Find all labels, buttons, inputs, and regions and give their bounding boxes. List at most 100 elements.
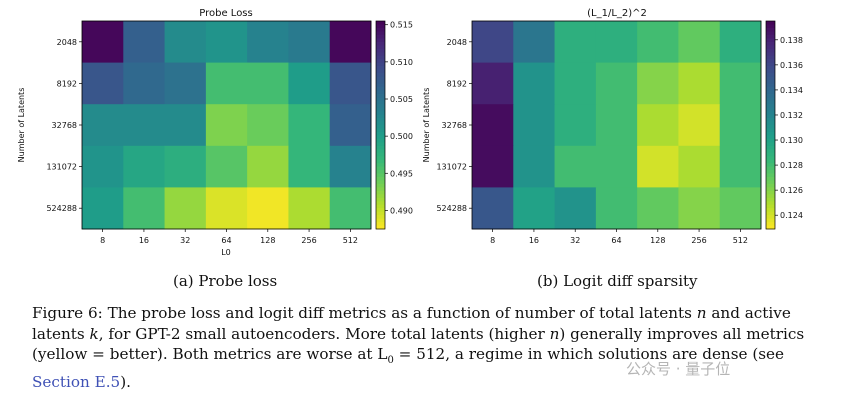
x-tick-label: 128 [260,236,275,245]
watermark-text: 公众号 · 量子位 [626,360,731,378]
colorbar-segment [766,135,775,140]
colorbar-segment [766,201,775,206]
heatmap-cell [595,104,638,147]
colorbar-segment [376,152,385,157]
colorbar-segment [766,215,775,219]
section-link[interactable]: Section E.5 [32,372,121,391]
colorbar-segment [766,125,775,129]
logit-diff-sparsity-chart: (L_1/L_2)^2 8 16 32 64 128 256 512 2048 8192 327… [422,8,803,245]
colorbar-tick-label: 0.490 [390,206,413,215]
heatmap-cell [554,62,597,105]
colorbar-segment [376,21,385,25]
x-tick-label: 256 [301,236,316,245]
heatmap-cell [513,21,555,63]
heatmap-cell [82,187,124,230]
heatmap-cell [288,104,331,147]
colorbar-segment [376,218,385,223]
colorbar-tick-label: 0.128 [780,161,803,170]
heatmap-cell [288,21,331,63]
colorbar-segment [766,73,775,77]
colorbar-segment [766,131,775,136]
colorbar-segment [766,211,775,216]
x-tick-label: 64 [611,236,621,245]
colorbar-segment [766,208,775,213]
colorbar-segment [766,111,775,115]
heatmap-cell [123,187,165,230]
colorbar-segment [376,170,385,174]
heatmap-cell [472,145,514,188]
heatmap-cell [719,21,762,63]
heatmap-cell [513,104,555,147]
colorbar-segment [376,31,385,36]
colorbar-segment [376,204,385,209]
probe-loss-y-ticks: 2048 8192 32768 131072 524288 [46,38,82,213]
colorbar-segment [376,52,385,57]
caption-subscript: 0 [387,355,394,367]
colorbar-segment [376,45,385,50]
heatmap-cell [637,145,679,188]
sparsity-heatmap-cells [472,21,762,230]
x-tick-label: 128 [650,236,665,245]
colorbar-segment [766,152,775,157]
colorbar-segment [766,128,775,133]
colorbar-segment [766,93,775,98]
colorbar-segment [376,27,385,32]
colorbar-segment [376,180,385,185]
heatmap-cell [288,62,331,105]
colorbar-frame [765,20,776,230]
x-tick-label: 512 [343,236,358,245]
sparsity-title: (L_1/L_2)^2 [587,8,647,19]
heatmap-cell [472,187,514,230]
heatmap-cell [164,21,207,63]
heatmap-cell [595,145,638,188]
colorbar-segment [766,170,775,174]
colorbar-segment [376,163,385,167]
colorbar-segment [766,45,775,50]
colorbar-segment [376,128,385,133]
colorbar-segment [766,159,775,164]
heatmap-cell [513,187,555,230]
colorbar-tick-label: 0.500 [390,132,413,141]
colorbar-segment [376,104,385,109]
colorbar-segment [766,190,775,195]
colorbar-tick-label: 0.495 [390,169,413,178]
x-tick-label: 256 [691,236,706,245]
heatmap-cell [205,145,248,188]
heatmap-cell [513,145,555,188]
heatmap-cell [329,62,372,105]
subcaption-b: (b) Logit diff sparsity [537,272,698,290]
colorbar-segment [376,145,385,150]
caption-equation: = 512 [393,345,446,363]
colorbar-segment [766,222,775,226]
colorbar-segment [766,24,775,29]
heatmap-cell [205,104,248,147]
colorbar-segment [376,183,385,188]
heatmap-cell [719,62,762,105]
colorbar-segment [376,197,385,202]
heatmap-cell [472,62,514,105]
colorbar-segment [766,156,775,161]
heatmap-cell [554,187,597,230]
sparsity-x-ticks: 8 16 32 64 128 256 512 [490,229,748,245]
colorbar-segment [766,62,775,67]
colorbar-segment [376,62,385,67]
colorbar-segment [766,21,775,25]
colorbar-segment [766,138,775,143]
colorbar-tick-label: 0.505 [390,95,413,104]
colorbar-segment [376,138,385,143]
caption-text: Figure 6: The probe loss and logit diff … [32,304,697,322]
y-tick-label: 524288 [46,204,77,213]
sparsity-colorbar: 0.124 0.126 0.128 0.130 0.132 0.134 0.136 0.138 [765,20,803,230]
heatmap-cell [513,62,555,105]
heatmap-cell [719,187,762,230]
colorbar-segment [376,201,385,206]
heatmap-cell [678,104,721,147]
colorbar-segment [766,225,775,230]
caption-text: ) generally improves all metrics (yellow… [32,324,805,364]
heatmap-cell [595,21,638,63]
heatmap-cell [719,104,762,147]
colorbar-tick-label: 0.132 [780,111,803,120]
colorbar-segment [376,90,385,95]
colorbar-segment [766,107,775,112]
colorbar-segment [766,86,775,91]
